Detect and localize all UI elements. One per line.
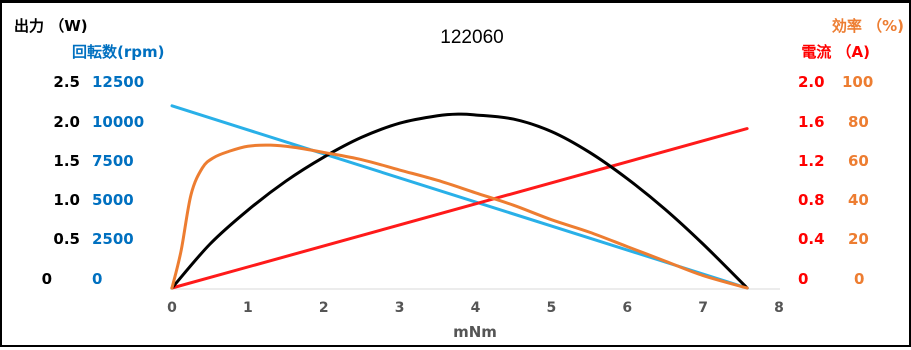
power-tick: 2.0 [53, 113, 80, 131]
power-tick: 0 [42, 270, 52, 288]
efficiency-series-line [170, 143, 749, 290]
power-axis-ticks: 0 0.5 1.0 1.5 2.0 2.5 [42, 73, 80, 288]
power-axis-label: 出力 （W) [14, 17, 88, 35]
current-tick: 0 [798, 270, 808, 288]
efficiency-tick: 100 [842, 73, 873, 91]
speed-tick: 2500 [92, 230, 134, 248]
efficiency-tick: 80 [848, 113, 869, 131]
speed-tick: 12500 [92, 73, 144, 91]
efficiency-tick: 60 [848, 152, 869, 170]
current-tick: 2.0 [798, 73, 825, 91]
power-tick: 0.5 [53, 230, 80, 248]
efficiency-tick: 40 [848, 191, 869, 209]
x-axis-label: mNm [453, 323, 497, 341]
current-series-line [170, 127, 749, 290]
power-tick: 1.5 [53, 152, 80, 170]
speed-tick: 7500 [92, 152, 134, 170]
efficiency-axis-ticks: 0 20 40 60 80 100 [842, 73, 873, 288]
current-tick: 0.4 [798, 230, 825, 248]
x-tick: 0 [167, 300, 177, 316]
current-axis-label: 電流 （A) [801, 43, 870, 61]
speed-axis-ticks: 0 2500 5000 7500 10000 12500 [92, 73, 144, 288]
series-layer [170, 104, 749, 290]
power-tick: 2.5 [53, 73, 80, 91]
speed-series-line [170, 104, 749, 290]
current-axis-ticks: 0 0.4 0.8 1.2 1.6 2.0 [798, 73, 825, 288]
current-tick: 1.2 [798, 152, 825, 170]
power-series-line [170, 112, 749, 290]
x-tick: 6 [622, 300, 632, 316]
x-tick: 8 [774, 300, 784, 316]
speed-axis-label: 回転数(rpm) [72, 43, 164, 61]
efficiency-axis-label: 効率 （%) [832, 17, 904, 35]
efficiency-tick: 20 [848, 230, 869, 248]
speed-tick: 0 [92, 270, 102, 288]
x-tick: 2 [319, 300, 329, 316]
speed-tick: 10000 [92, 113, 144, 131]
efficiency-tick: 0 [854, 270, 864, 288]
current-tick: 1.6 [798, 113, 825, 131]
x-axis-ticks: 0 1 2 3 4 5 6 7 8 [167, 300, 784, 316]
speed-tick: 5000 [92, 191, 134, 209]
x-tick: 5 [547, 300, 557, 316]
x-tick: 3 [395, 300, 405, 316]
power-tick: 1.0 [53, 191, 80, 209]
x-tick: 4 [471, 300, 481, 316]
chart: 122060 出力 （W) 回転数(rpm) 効率 （%) 電流 （A) 0 0… [14, 17, 904, 341]
current-tick: 0.8 [798, 191, 825, 209]
x-tick: 7 [698, 300, 708, 316]
x-tick: 1 [243, 300, 253, 316]
chart-title: 122060 [440, 27, 503, 48]
